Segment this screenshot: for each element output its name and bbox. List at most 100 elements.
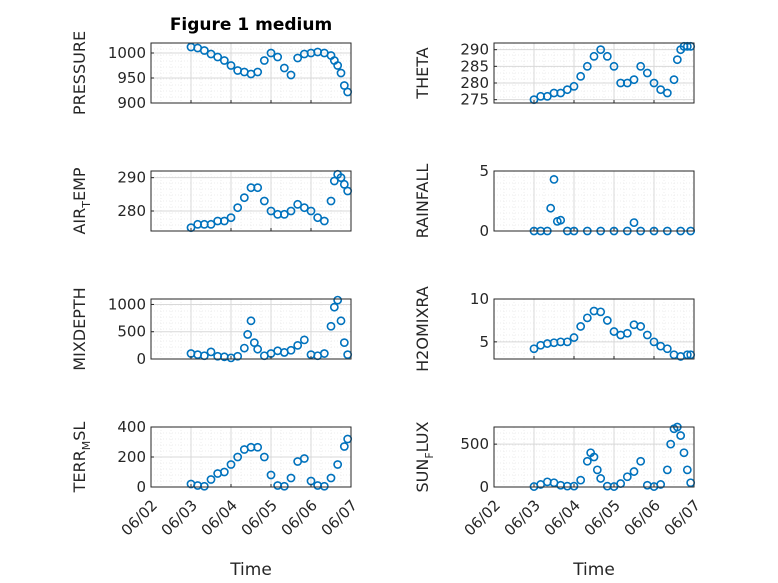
y-tick-label: 275 [460, 91, 489, 109]
data-point [243, 330, 253, 339]
data-point [596, 307, 606, 317]
data-point [622, 78, 632, 88]
y-tick-label: 1000 [108, 295, 146, 313]
x-axis-label-left: Time [229, 560, 272, 580]
x-tick-label: 06/07 [318, 496, 361, 539]
subplot-row3-left: 0 500 1000 MIXDEPTH [70, 287, 353, 371]
data-point [249, 338, 259, 348]
data-point [562, 85, 572, 95]
data-point [299, 203, 309, 213]
data-point [569, 81, 579, 91]
data-point [313, 213, 323, 223]
data-point [656, 480, 666, 489]
data-point [662, 344, 672, 354]
data-point [286, 206, 296, 216]
data-point [339, 442, 349, 451]
data-point [226, 460, 236, 469]
data-point [253, 67, 263, 77]
y-tick-label: 0 [479, 478, 489, 496]
data-point [333, 460, 343, 469]
data-point [672, 55, 682, 65]
axes-box [150, 170, 352, 232]
data-point [239, 193, 249, 203]
data-point [299, 335, 309, 345]
data-point [199, 46, 209, 55]
y-tick-label: 950 [117, 69, 146, 87]
data-point [596, 45, 606, 55]
x-tick-label: 06/05 [238, 496, 281, 539]
subplot-row3-right: 5 10 H2OMIXRA [413, 286, 696, 372]
data-point [666, 439, 676, 449]
y-axis-label: MIXDEPTH [70, 287, 89, 370]
data-point [226, 61, 236, 70]
y-tick-label: 290 [460, 41, 489, 59]
data-point [629, 218, 639, 227]
subplot-row2-right: 0 5 RAINFALL [413, 162, 696, 240]
data-point [556, 215, 566, 225]
y-tick-label: 0 [136, 478, 146, 496]
data-point [629, 75, 639, 85]
data-point [293, 199, 303, 209]
data-point [542, 91, 552, 101]
data-point [589, 452, 599, 462]
data-point [233, 452, 243, 462]
figure-title: Figure 1 medium [170, 15, 332, 35]
y-axis-label: TERRMSL [70, 422, 93, 494]
data-point [343, 186, 353, 196]
data-point [293, 53, 303, 63]
data-point [279, 63, 289, 73]
data-point [662, 88, 672, 98]
data-point [336, 173, 346, 183]
x-tick-label: 06/06 [278, 496, 321, 539]
data-point [246, 316, 256, 326]
data-point [609, 327, 619, 336]
data-point [679, 448, 689, 458]
data-point [609, 61, 619, 71]
y-tick-label: 0 [479, 222, 489, 240]
data-point [266, 206, 276, 216]
data-point [219, 467, 229, 477]
data-point [686, 478, 696, 488]
data-point [649, 78, 659, 88]
data-point [636, 322, 646, 331]
axes-box [150, 298, 352, 360]
data-point [636, 456, 646, 466]
data-point [219, 56, 229, 65]
data-point [676, 431, 686, 440]
data-point [339, 81, 349, 90]
x-tick-label: 06/06 [621, 496, 664, 539]
x-tick-label: 06/05 [581, 496, 624, 539]
data-point [343, 434, 353, 444]
y-tick-label: 0 [136, 350, 146, 368]
y-tick-label: 400 [117, 418, 146, 436]
y-tick-label: 500 [117, 323, 146, 341]
data-point [682, 350, 692, 360]
y-tick-label: 290 [117, 169, 146, 187]
y-tick-label: 1000 [108, 44, 146, 62]
data-point [629, 467, 639, 476]
data-point [529, 344, 539, 354]
data-point [649, 337, 659, 347]
x-tick-label: 06/03 [158, 496, 201, 539]
y-axis-label: AIRTEMP [70, 167, 93, 234]
data-point [589, 51, 599, 61]
data-point [546, 203, 556, 213]
y-tick-label: 285 [460, 57, 489, 75]
data-point [682, 465, 692, 475]
x-axis-label-right: Time [572, 560, 615, 580]
data-point [206, 347, 216, 357]
y-tick-label: 280 [460, 74, 489, 92]
data-point [273, 52, 283, 62]
data-point [339, 179, 349, 189]
data-point [642, 68, 652, 78]
x-tick-label: 06/07 [661, 496, 704, 539]
data-point [569, 333, 579, 342]
data-point [326, 196, 336, 206]
data-point [219, 216, 229, 226]
data-point [206, 475, 216, 484]
data-point [206, 219, 216, 229]
